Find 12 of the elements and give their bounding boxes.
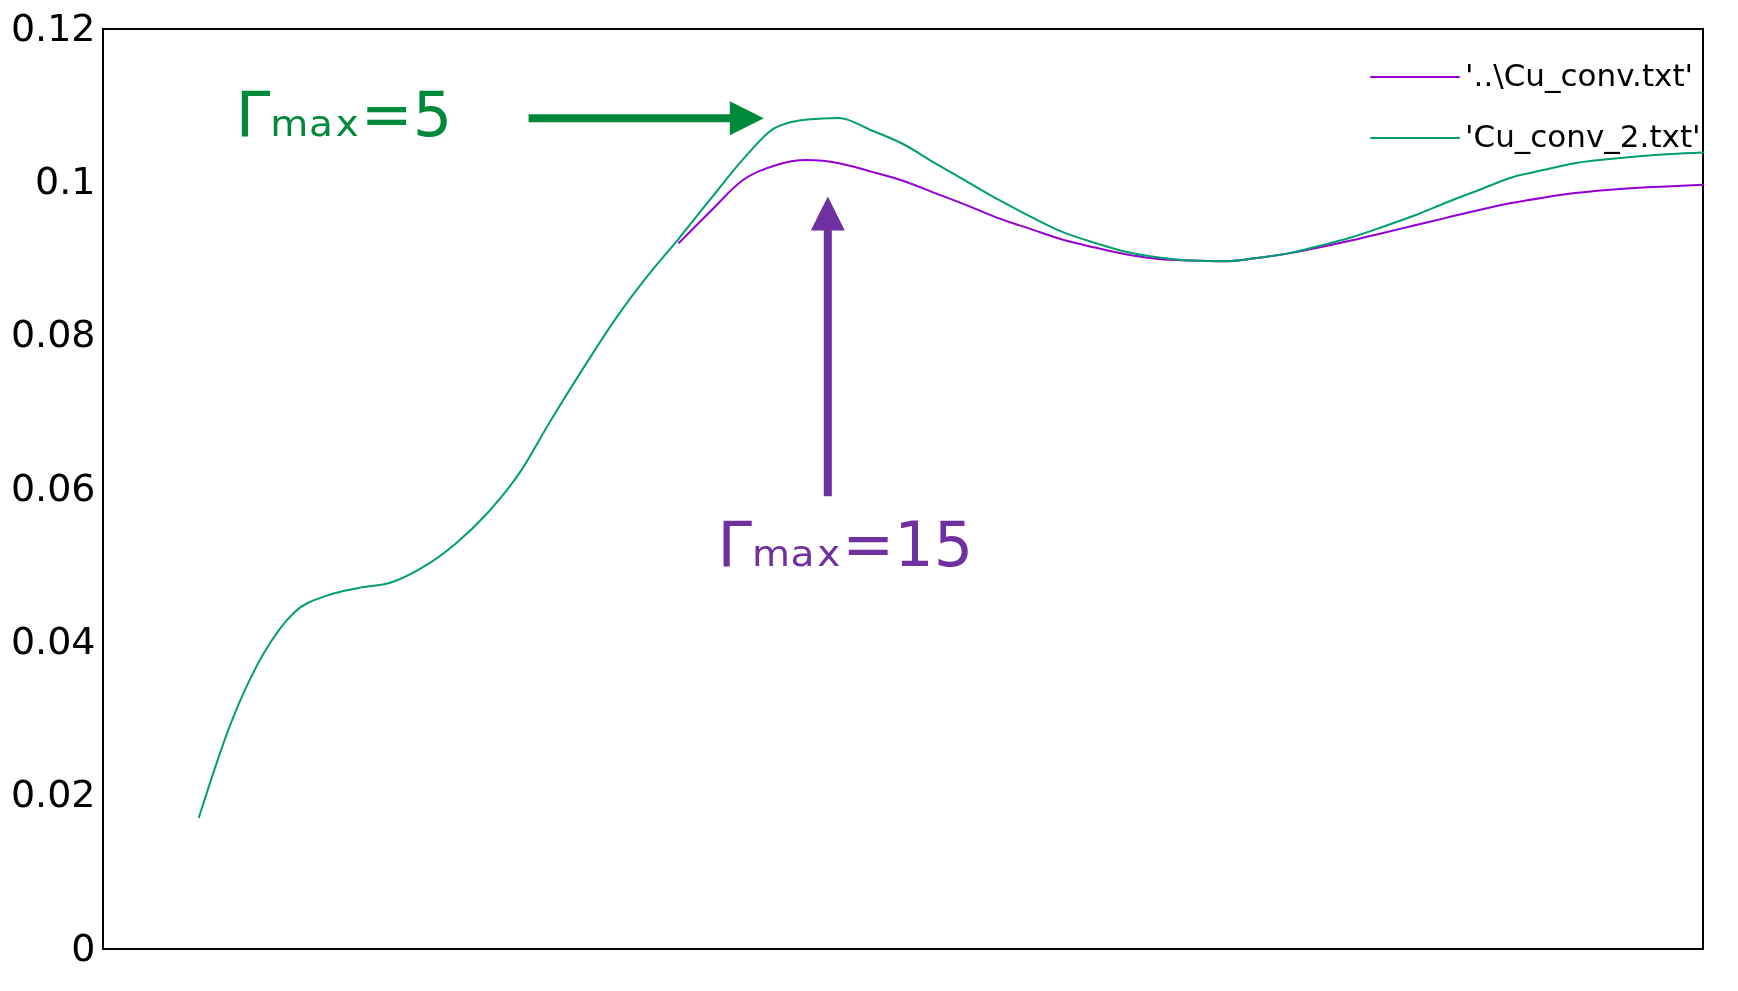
annotation: Γₘₐₓ=15 <box>717 507 974 581</box>
legend-label: '..\Cu_conv.txt' <box>1465 57 1694 93</box>
annotation: Γₘₐₓ=5 <box>235 78 453 152</box>
y-tick-label: 0.08 <box>10 312 96 357</box>
y-tick-label: 0.02 <box>10 772 96 817</box>
line-series <box>678 159 1704 263</box>
legend-label: 'Cu_conv_2.txt' <box>1465 118 1701 154</box>
y-tick-label: 0 <box>71 925 96 970</box>
y-tick-label: 0.06 <box>10 465 96 510</box>
y-tick-label: 0.12 <box>10 5 96 50</box>
y-tick-label: 0.04 <box>10 618 96 663</box>
y-tick-label: 0.1 <box>35 158 96 203</box>
